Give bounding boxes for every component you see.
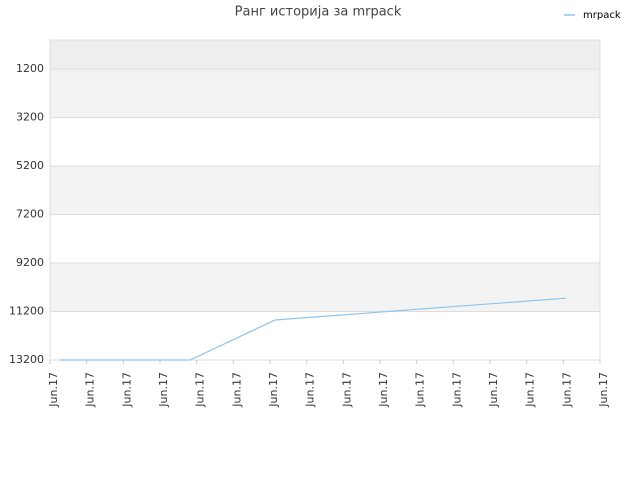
y-tick-label: 7200 (16, 208, 44, 221)
x-tick-label: Jun.17 (450, 372, 463, 408)
plot-band (50, 263, 600, 312)
x-tick-label: Jun.17 (414, 372, 427, 408)
x-tick-label: Jun.17 (304, 372, 317, 408)
x-tick-label: Jun.17 (487, 372, 500, 408)
y-tick-label: 11200 (9, 305, 44, 318)
y-tick-label: 1200 (16, 62, 44, 75)
plot-band (50, 214, 600, 264)
plot-band (50, 69, 600, 118)
x-tick-label: Jun.17 (230, 372, 243, 408)
plot-band (50, 166, 600, 215)
plot-band (50, 40, 600, 70)
x-tick-label: Jun.17 (194, 372, 207, 408)
y-tick-label: 3200 (16, 111, 44, 124)
plot-band (50, 311, 600, 360)
x-tick-label: Jun.17 (84, 372, 97, 408)
chart-title: Ранг историја за mrpack (235, 5, 402, 20)
x-tick-label: Jun.17 (47, 372, 60, 408)
x-tick-label: Jun.17 (120, 372, 133, 408)
x-tick-label: Jun.17 (597, 372, 610, 408)
x-tick-label: Jun.17 (340, 372, 353, 408)
legend-label: mrpack (583, 10, 621, 21)
series-line (59, 297, 566, 361)
x-tick-label: Jun.17 (267, 372, 280, 408)
plot-band (50, 117, 600, 167)
x-tick-label: Jun.17 (524, 372, 537, 408)
x-tick-label: Jun.17 (157, 372, 170, 408)
x-tick-label: Jun.17 (377, 372, 390, 408)
y-tick-label: 13200 (9, 353, 44, 366)
x-tick-label: Jun.17 (560, 372, 573, 408)
y-tick-label: 5200 (16, 159, 44, 172)
y-tick-label: 9200 (16, 256, 44, 269)
